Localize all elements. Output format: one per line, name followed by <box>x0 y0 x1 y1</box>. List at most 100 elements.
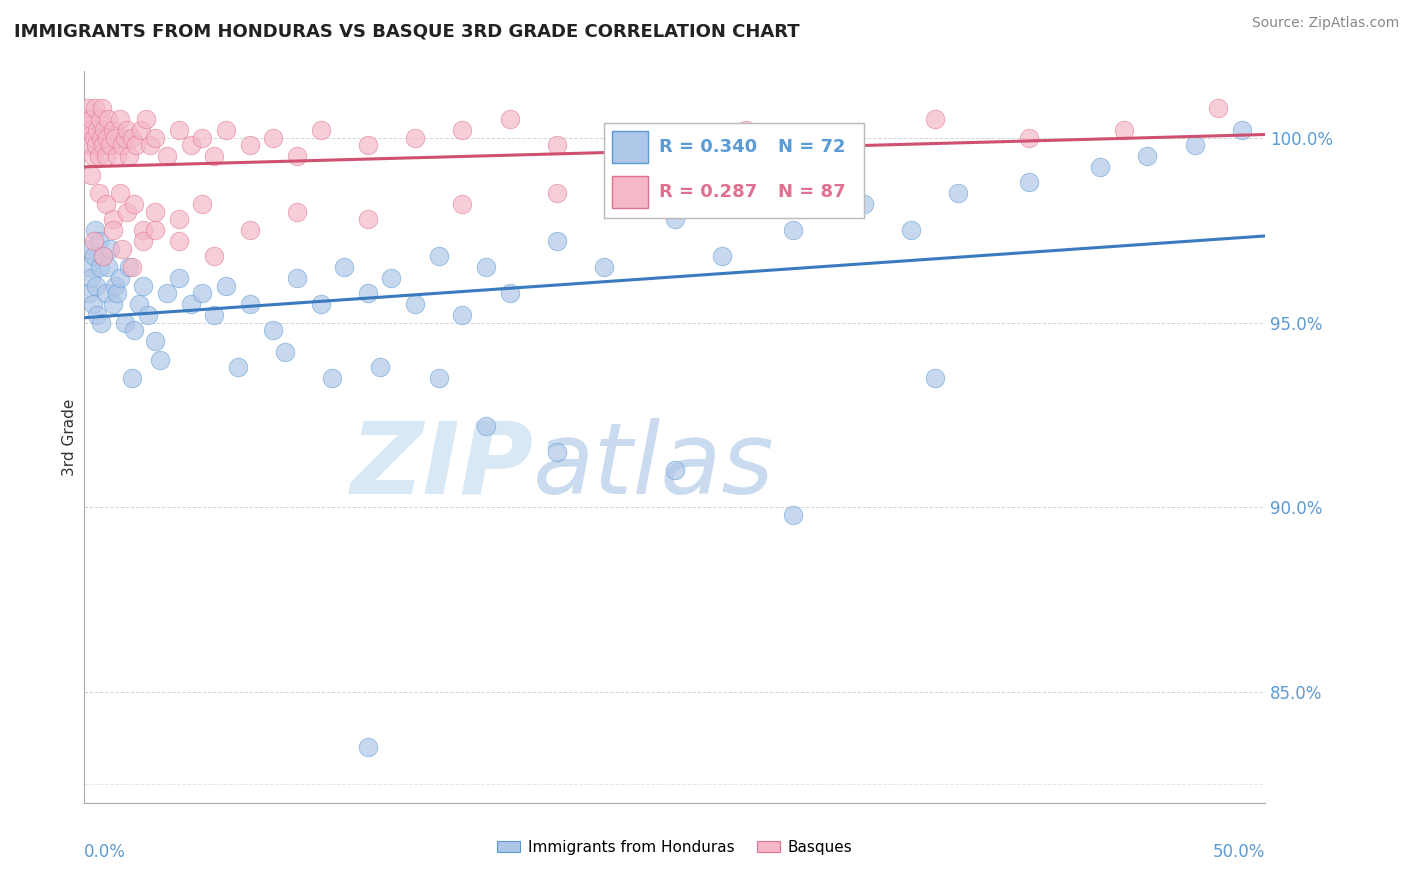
Point <box>75 123 97 137</box>
Point <box>83 131 105 145</box>
Point <box>135 112 157 127</box>
Point <box>167 123 190 137</box>
Point <box>107 285 129 300</box>
Point <box>191 131 214 145</box>
Point <box>404 131 426 145</box>
Point <box>91 101 114 115</box>
Point <box>79 123 101 137</box>
Point <box>91 249 114 263</box>
Point <box>87 235 110 249</box>
Point <box>830 138 852 153</box>
Point <box>82 297 104 311</box>
Point <box>593 260 616 274</box>
Point <box>91 138 114 153</box>
Point <box>309 297 332 311</box>
Point <box>285 149 308 163</box>
Text: atlas: atlas <box>533 417 775 515</box>
Point <box>77 138 100 153</box>
Point <box>167 235 190 249</box>
Text: N = 72: N = 72 <box>778 138 845 156</box>
Point <box>215 123 238 137</box>
Point <box>1184 138 1206 153</box>
Point <box>80 271 103 285</box>
Point <box>90 131 112 145</box>
Point <box>122 197 145 211</box>
Point <box>239 138 262 153</box>
Point <box>128 297 150 311</box>
Point <box>451 308 474 322</box>
Point <box>664 463 686 477</box>
Point <box>226 359 249 374</box>
Point <box>79 242 101 256</box>
Point <box>734 123 756 137</box>
Point <box>202 308 225 322</box>
Point <box>357 138 380 153</box>
Point <box>87 186 110 201</box>
Point <box>115 204 138 219</box>
Point <box>1018 175 1040 189</box>
Point <box>711 249 734 263</box>
Point <box>498 285 520 300</box>
Point <box>84 223 107 237</box>
Point <box>104 278 127 293</box>
Point <box>136 308 159 322</box>
Point <box>852 197 875 211</box>
Point <box>111 242 134 256</box>
Point <box>239 297 262 311</box>
Point <box>782 508 804 522</box>
Point <box>357 740 380 755</box>
Point <box>129 123 152 137</box>
Point <box>83 235 105 249</box>
Point <box>546 235 568 249</box>
Text: R = 0.340: R = 0.340 <box>658 138 756 156</box>
Point <box>101 297 124 311</box>
Point <box>475 260 498 274</box>
Point <box>77 260 100 274</box>
Point <box>274 345 297 359</box>
Point <box>108 271 131 285</box>
Point <box>111 138 134 153</box>
Point <box>90 316 112 330</box>
Point <box>202 249 225 263</box>
Point <box>121 371 143 385</box>
Point <box>94 285 117 300</box>
Point <box>475 419 498 434</box>
Point <box>98 138 121 153</box>
Point <box>80 112 103 127</box>
Point <box>87 149 110 163</box>
Point <box>357 285 380 300</box>
Point <box>782 223 804 237</box>
Point <box>89 260 111 274</box>
Point <box>94 197 117 211</box>
Point <box>121 131 143 145</box>
Point <box>427 249 450 263</box>
Point <box>333 260 356 274</box>
FancyBboxPatch shape <box>612 176 648 208</box>
Point <box>380 271 402 285</box>
Point <box>114 316 136 330</box>
Point <box>191 197 214 211</box>
Point <box>108 186 131 201</box>
Point <box>239 223 262 237</box>
Point <box>451 197 474 211</box>
Point <box>115 123 138 137</box>
Point <box>114 131 136 145</box>
Point <box>139 138 162 153</box>
Point <box>948 186 970 201</box>
Point <box>309 123 332 137</box>
Text: Source: ZipAtlas.com: Source: ZipAtlas.com <box>1251 16 1399 30</box>
Point <box>121 260 143 274</box>
Point <box>924 371 946 385</box>
Point <box>546 186 568 201</box>
Point <box>924 112 946 127</box>
Point <box>86 308 108 322</box>
Point <box>262 323 284 337</box>
Point <box>94 149 117 163</box>
Point <box>149 352 172 367</box>
Point <box>451 123 474 137</box>
Point <box>427 371 450 385</box>
Point <box>104 131 127 145</box>
Point <box>156 149 179 163</box>
Point <box>132 223 155 237</box>
Point <box>86 123 108 137</box>
